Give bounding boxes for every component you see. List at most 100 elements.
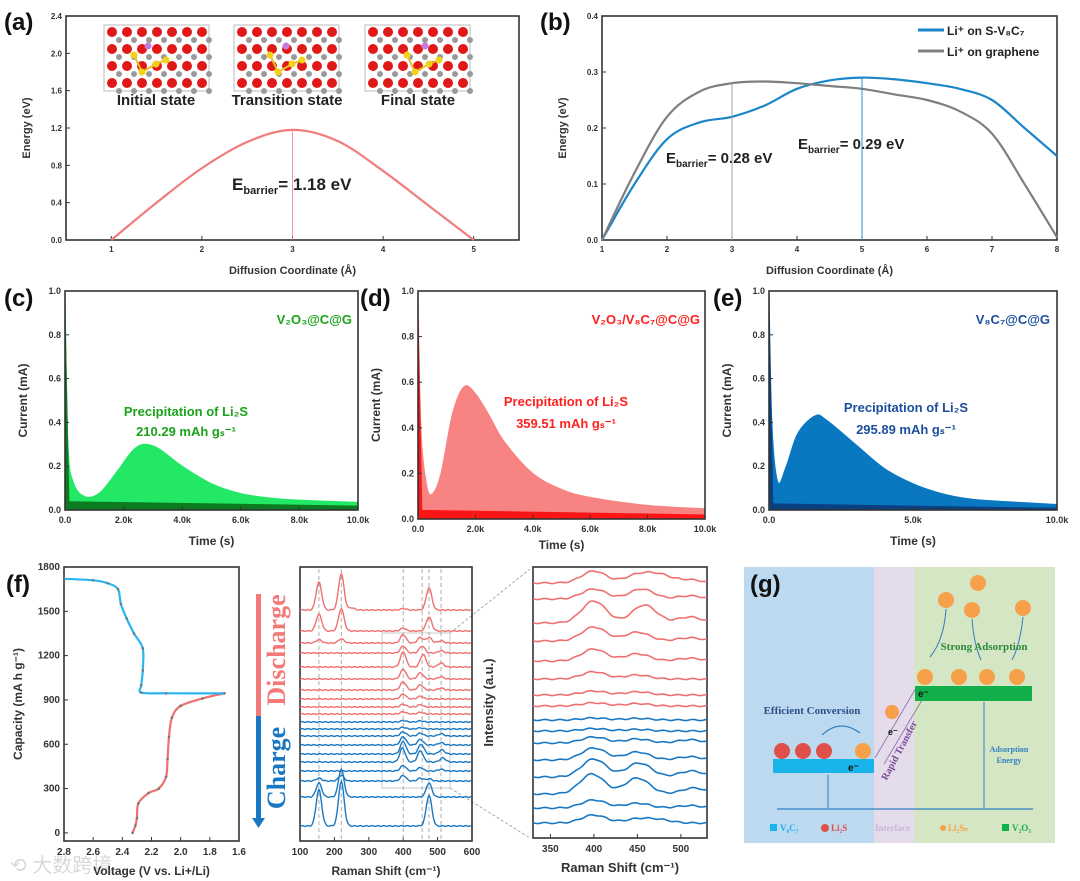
- raman-spectrum: [299, 779, 472, 828]
- vanadium-atom: [452, 88, 458, 94]
- y-axis-label: Energy (eV): [21, 97, 33, 158]
- sample-title-d: V₂O₃/V₈C₇@C@G: [592, 312, 700, 327]
- x-tick-label: 3: [730, 245, 735, 254]
- oxygen-atom: [237, 27, 247, 37]
- raman-spectrum-zoomed: [532, 588, 707, 601]
- y-tick-label: 300: [43, 784, 60, 795]
- x-tick-label: 2.6: [86, 847, 100, 858]
- x-tick-label: 1.8: [203, 847, 217, 858]
- oxygen-atom: [327, 27, 337, 37]
- vanadium-atom: [276, 54, 282, 60]
- vanadium-atom: [246, 54, 252, 60]
- adsorbed-polysulfide: [951, 669, 967, 685]
- y-tick-label: 1.6: [51, 87, 63, 96]
- x-tick-label: 4.0k: [173, 515, 192, 525]
- y-tick-label: 0.0: [401, 514, 414, 524]
- raman-spectrum-zoomed: [532, 727, 708, 733]
- raman-spectrum-zoomed: [532, 626, 707, 643]
- vanadium-atom: [407, 71, 413, 77]
- adsorption-energy-label: Adsorption: [990, 745, 1029, 754]
- x-axis-label: Time (s): [189, 534, 235, 548]
- x-tick-label: 3: [290, 245, 295, 254]
- oxygen-atom: [237, 61, 247, 71]
- vanadium-atom: [336, 37, 342, 43]
- oxygen-atom: [383, 27, 393, 37]
- oxygen-atom: [152, 44, 162, 54]
- oxygen-atom: [368, 78, 378, 88]
- legend-swatch-v2o3: [1002, 824, 1009, 831]
- polysulfide-particle: [964, 602, 980, 618]
- x-tick-label: 4: [381, 245, 386, 254]
- raman-spectrum: [299, 607, 472, 633]
- legend-label-interface: Interface: [875, 823, 910, 833]
- oxygen-atom: [458, 44, 468, 54]
- oxygen-atom: [197, 27, 207, 37]
- raman-spectrum: [299, 746, 472, 764]
- x-tick-label: 5: [860, 245, 865, 254]
- vanadium-atom: [321, 88, 327, 94]
- data-point: [139, 691, 143, 694]
- x-tick-label: 400: [586, 844, 603, 855]
- x-tick-label: 6.0k: [581, 524, 600, 534]
- v2o3-bar: [915, 686, 1032, 701]
- y-axis-label: Current (mA): [16, 363, 30, 437]
- legend-label-li2sn: Li₂Sₙ: [948, 823, 968, 833]
- sulfur-atom: [298, 56, 306, 64]
- panel-label-b: (b): [540, 9, 571, 36]
- vanadium-atom: [467, 54, 473, 60]
- oxygen-atom: [368, 27, 378, 37]
- raman-spectrum: [299, 668, 472, 681]
- transfer-line: [874, 687, 917, 759]
- li2s-particle: [795, 743, 811, 759]
- vanadium-atom: [191, 54, 197, 60]
- precipitation-label-c: Precipitation of Li₂S: [124, 404, 249, 419]
- vanadium-atom: [321, 54, 327, 60]
- y-tick-label: 0.6: [401, 377, 414, 387]
- vanadium-atom: [306, 88, 312, 94]
- sulfur-atom: [411, 68, 419, 76]
- oxygen-atom: [443, 61, 453, 71]
- vanadium-atom: [116, 71, 122, 77]
- vanadium-atom: [392, 88, 398, 94]
- data-point: [116, 587, 120, 591]
- precipitation-label-d: Precipitation of Li₂S: [504, 394, 629, 409]
- data-point: [179, 704, 182, 708]
- y-tick-label: 0.4: [587, 12, 599, 21]
- vanadium-atom: [321, 37, 327, 43]
- inset-label-transition: Transition state: [232, 92, 343, 109]
- legend-label-v8c7: V₈C₇: [780, 823, 799, 833]
- barrier-annotation-a: Ebarrier= 1.18 eV: [232, 175, 352, 197]
- oxygen-atom: [167, 44, 177, 54]
- sulfur-chain: [406, 54, 440, 74]
- capacity-label-c: 210.29 mAh gₛ⁻¹: [136, 424, 236, 439]
- oxygen-atom: [327, 44, 337, 54]
- plot-frame: [532, 566, 708, 839]
- sulfur-atom: [130, 51, 138, 59]
- plot-frame: [63, 566, 240, 842]
- raman-spectrum: [299, 726, 472, 731]
- oxygen-atom: [267, 78, 277, 88]
- sample-title-e: V₈C₇@C@G: [976, 312, 1050, 327]
- adsorption-arrow: [929, 608, 947, 658]
- oxygen-atom: [122, 61, 132, 71]
- panel-label-d: (d): [360, 285, 391, 312]
- inset-label-initial: Initial state: [117, 92, 195, 109]
- vanadium-atom: [176, 71, 182, 77]
- data-point: [157, 787, 161, 790]
- y-tick-label: 1.0: [752, 286, 765, 296]
- raman-spectrum: [299, 764, 472, 773]
- sulfur-atom: [274, 68, 282, 76]
- x-tick-label: 2: [200, 245, 205, 254]
- vanadium-atom: [306, 71, 312, 77]
- x-tick-label: 8.0k: [291, 515, 310, 525]
- x-tick-label: 2.2: [145, 847, 159, 858]
- x-tick-label: 8.0k: [639, 524, 658, 534]
- data-point: [131, 831, 134, 835]
- raman-spectrum: [299, 731, 472, 738]
- sulfur-atom: [403, 51, 411, 59]
- x-tick-label: 350: [542, 844, 559, 855]
- y-tick-label: 0.2: [48, 461, 61, 471]
- raman-spectrum: [299, 650, 472, 669]
- x-tick-label: 10.0k: [694, 524, 718, 534]
- vanadium-atom: [176, 88, 182, 94]
